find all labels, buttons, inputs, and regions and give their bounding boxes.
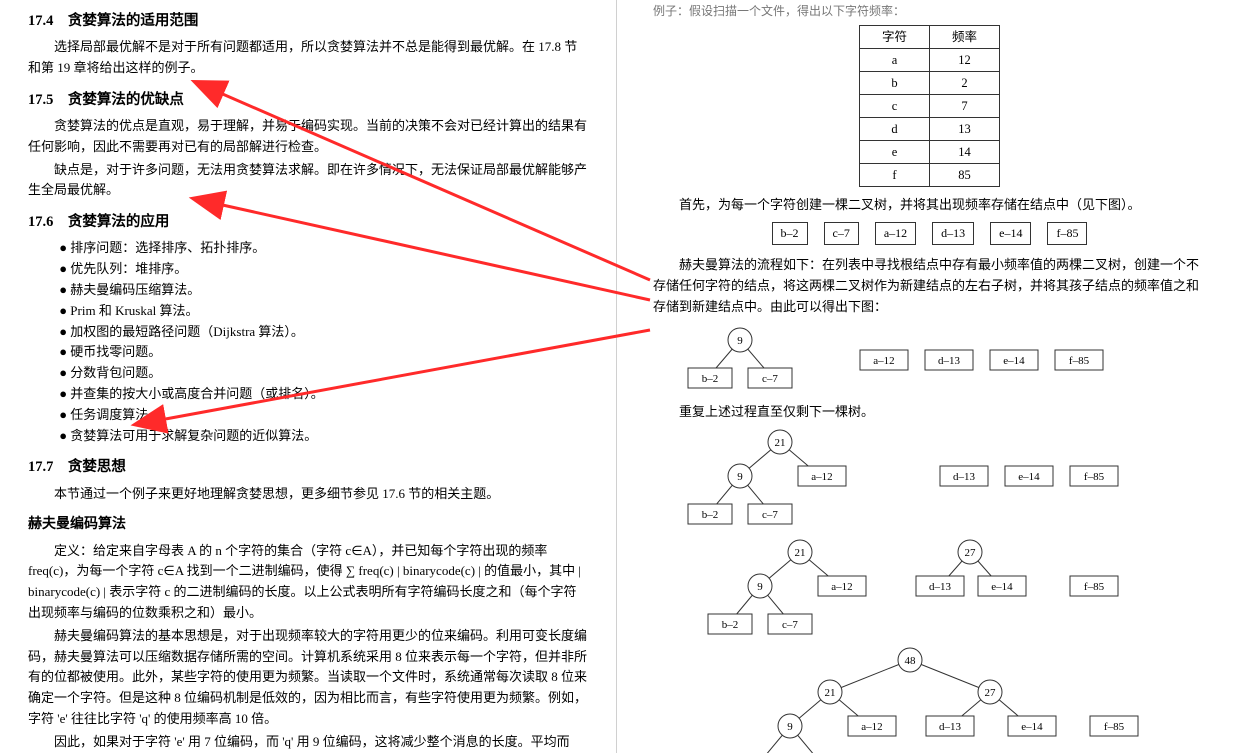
svg-text:21: 21 — [774, 437, 785, 449]
section-17-6-heading: 17.6 贪婪算法的应用 — [28, 211, 588, 234]
list-item: Prim 和 Kruskal 算法。 — [59, 301, 588, 322]
svg-text:9: 9 — [737, 471, 743, 483]
table-cell: f — [859, 164, 929, 187]
svg-text:27: 27 — [964, 547, 976, 559]
right-page: 例子：假设扫描一个文件，得出以下字符频率： 字符 频率 a12b2c7d13e1… — [617, 0, 1234, 753]
huffman-tree-step1: 9 b–2 c–7 a–12 d–13 e–14 f–85 — [670, 320, 1190, 400]
table-cell: 12 — [930, 49, 1000, 72]
section-17-5-heading: 17.5 贪婪算法的优缺点 — [28, 89, 588, 112]
section-17-5-p1: 贪婪算法的优点是直观，易于理解，并易于编码实现。当前的决策不会对已经计算出的结果… — [28, 116, 588, 158]
section-17-7-heading: 17.7 贪婪思想 — [28, 456, 588, 479]
right-p2: 赫夫曼算法的流程如下：在列表中寻找根结点中存有最小频率值的两棵二叉树，创建一个不… — [653, 255, 1206, 317]
svg-text:c–7: c–7 — [762, 509, 778, 521]
huffman-subheading: 赫夫曼编码算法 — [28, 514, 588, 536]
section-17-4-p1: 选择局部最优解不是对于所有问题都适用，所以贪婪算法并不总是能得到最优解。在 17… — [28, 37, 588, 79]
table-cell: d — [859, 118, 929, 141]
svg-text:f–85: f–85 — [1068, 355, 1089, 367]
section-17-5-p2: 缺点是，对于许多问题，无法用贪婪算法求解。即在许多情况下，无法保证局部最优解能够… — [28, 160, 588, 202]
table-cell: b — [859, 72, 929, 95]
forest-node: f–85 — [1047, 222, 1087, 245]
forest-node: e–14 — [990, 222, 1031, 245]
forest-node: a–12 — [875, 222, 916, 245]
svg-text:e–14: e–14 — [1021, 721, 1043, 733]
svg-text:d–13: d–13 — [929, 581, 952, 593]
right-p1: 首先，为每一个字符创建一棵二叉树，并将其出现频率存储在结点中（见下图）。 — [653, 195, 1206, 216]
svg-text:27: 27 — [984, 687, 996, 699]
section-17-7-p1: 本节通过一个例子来更好地理解贪婪思想，更多细节参见 17.6 节的相关主题。 — [28, 484, 588, 505]
svg-text:9: 9 — [757, 581, 763, 593]
huffman-tree-step3: 21 9 a–12 b–2 c–7 27 d–13 e–14 f–85 — [670, 534, 1190, 644]
right-p3: 重复上述过程直至仅剩下一棵树。 — [653, 402, 1206, 423]
huffman-definition: 定义：给定来自字母表 A 的 n 个字符的集合（字符 c∈A），并已知每个字符出… — [28, 541, 588, 624]
table-header: 频率 — [930, 26, 1000, 49]
list-item: 优先队列：堆排序。 — [59, 259, 588, 280]
list-item: 贪婪算法可用于求解复杂问题的近似算法。 — [59, 426, 588, 447]
table-row: b2 — [859, 72, 999, 95]
list-item: 并查集的按大小或高度合并问题（或排名）。 — [59, 384, 588, 405]
table-row: d13 — [859, 118, 999, 141]
svg-text:e–14: e–14 — [991, 581, 1013, 593]
list-item: 加权图的最短路径问题（Dijkstra 算法）。 — [59, 322, 588, 343]
huffman-p3: 因此，如果对于字符 'e' 用 7 位编码，而 'q' 用 9 位编码，这将减少… — [28, 732, 588, 753]
svg-text:f–85: f–85 — [1083, 471, 1104, 483]
table-row: f85 — [859, 164, 999, 187]
table-cell: 14 — [930, 141, 1000, 164]
huffman-p2: 赫夫曼编码算法的基本思想是，对于出现频率较大的字符用更少的位来编码。利用可变长度… — [28, 626, 588, 730]
table-cell: 85 — [930, 164, 1000, 187]
svg-text:a–12: a–12 — [873, 355, 894, 367]
svg-text:b–2: b–2 — [701, 373, 718, 385]
table-cell: e — [859, 141, 929, 164]
list-item: 分数背包问题。 — [59, 363, 588, 384]
forest-node: d–13 — [932, 222, 974, 245]
svg-text:e–14: e–14 — [1018, 471, 1040, 483]
initial-forest-row: b–2 c–7 a–12 d–13 e–14 f–85 — [653, 222, 1206, 245]
forest-node: c–7 — [824, 222, 859, 245]
svg-text:21: 21 — [824, 687, 835, 699]
svg-text:9: 9 — [787, 721, 793, 733]
table-header: 字符 — [859, 26, 929, 49]
table-cell: c — [859, 95, 929, 118]
svg-text:d–13: d–13 — [953, 471, 976, 483]
table-row: e14 — [859, 141, 999, 164]
svg-text:48: 48 — [904, 655, 916, 667]
svg-text:c–7: c–7 — [782, 619, 798, 631]
forest-node: b–2 — [772, 222, 808, 245]
huffman-tree-step2: 21 9 a–12 b–2 c–7 d–13 e–14 f–85 — [670, 424, 1190, 534]
svg-text:e–14: e–14 — [1003, 355, 1025, 367]
svg-text:f–85: f–85 — [1083, 581, 1104, 593]
table-cell: a — [859, 49, 929, 72]
example-fragment: 例子：假设扫描一个文件，得出以下字符频率： — [653, 2, 1206, 21]
svg-text:f–85: f–85 — [1103, 721, 1124, 733]
svg-text:a–12: a–12 — [861, 721, 882, 733]
table-cell: 7 — [930, 95, 1000, 118]
svg-text:9: 9 — [737, 335, 743, 347]
table-cell: 13 — [930, 118, 1000, 141]
list-item: 任务调度算法。 — [59, 405, 588, 426]
section-17-6-list: 排序问题：选择排序、拓扑排序。优先队列：堆排序。赫夫曼编码压缩算法。Prim 和… — [59, 238, 588, 446]
svg-text:d–13: d–13 — [938, 355, 961, 367]
section-17-4-heading: 17.4 贪婪算法的适用范围 — [28, 10, 588, 33]
frequency-table: 字符 频率 a12b2c7d13e14f85 — [859, 25, 1000, 187]
list-item: 硬币找零问题。 — [59, 342, 588, 363]
table-row: c7 — [859, 95, 999, 118]
left-page: 17.4 贪婪算法的适用范围 选择局部最优解不是对于所有问题都适用，所以贪婪算法… — [0, 0, 617, 753]
svg-text:b–2: b–2 — [721, 619, 738, 631]
svg-text:a–12: a–12 — [811, 471, 832, 483]
huffman-tree-step4: 48 21 27 9 a–12 d–13 e–14 f–85 b–2 c–7 — [670, 644, 1190, 753]
table-row: a12 — [859, 49, 999, 72]
svg-text:b–2: b–2 — [701, 509, 718, 521]
list-item: 排序问题：选择排序、拓扑排序。 — [59, 238, 588, 259]
svg-text:a–12: a–12 — [831, 581, 852, 593]
list-item: 赫夫曼编码压缩算法。 — [59, 280, 588, 301]
svg-text:d–13: d–13 — [939, 721, 962, 733]
svg-text:21: 21 — [794, 547, 805, 559]
table-cell: 2 — [930, 72, 1000, 95]
svg-text:c–7: c–7 — [762, 373, 778, 385]
